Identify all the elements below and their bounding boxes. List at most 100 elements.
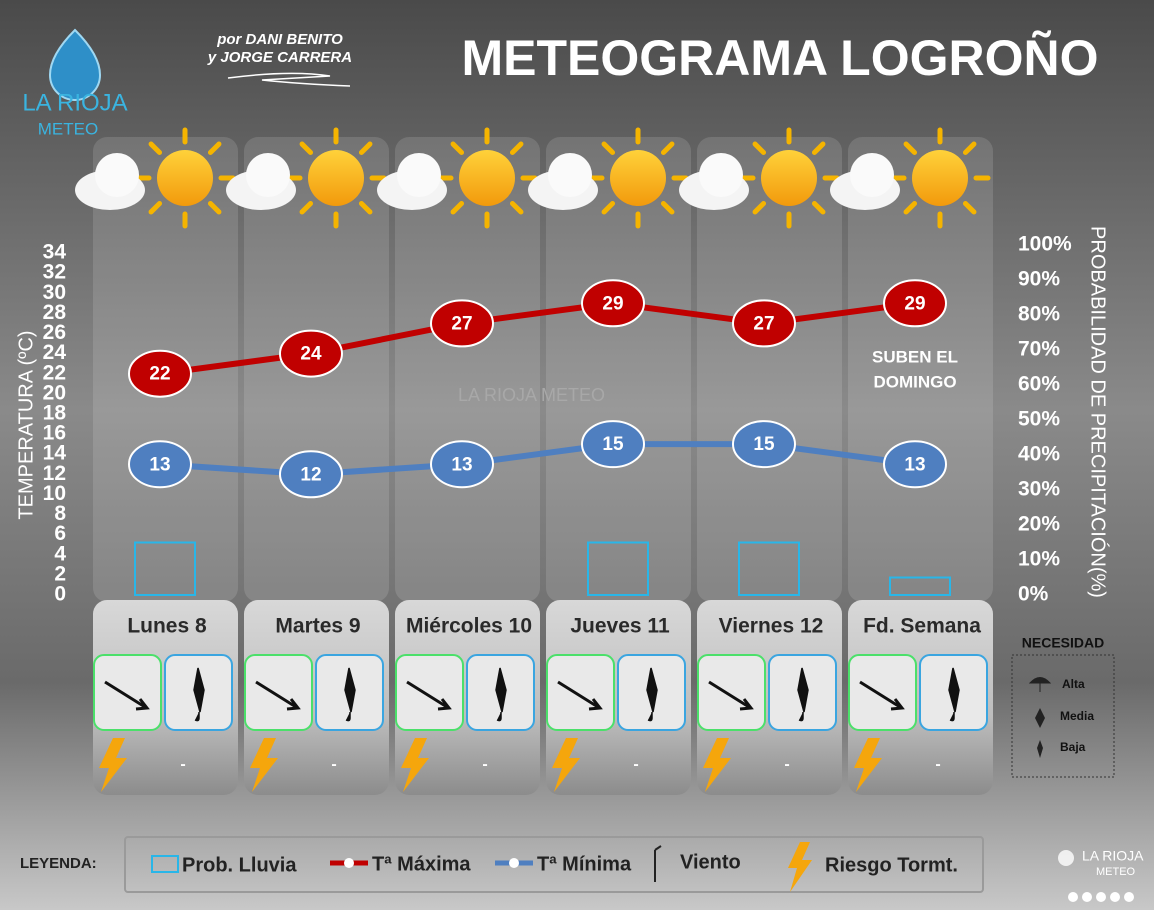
- data-label: 29: [904, 293, 925, 314]
- temp-marker: [732, 299, 796, 348]
- data-label: 15: [753, 434, 775, 455]
- footer-brand: LA RIOJA: [1082, 848, 1144, 864]
- wind-arrow: [557, 680, 603, 711]
- wind-box: [244, 654, 313, 731]
- y2-tick-label: 60%: [1018, 373, 1060, 396]
- y-tick-label: 16: [43, 422, 66, 445]
- y2-tick-label: 70%: [1018, 338, 1060, 361]
- storm-icon: [552, 738, 580, 792]
- sun: [761, 150, 817, 206]
- data-label: 13: [149, 454, 170, 475]
- y2-tick-label: 80%: [1018, 303, 1060, 326]
- legend-box: [124, 836, 984, 893]
- logo-name: LA RIOJA: [22, 89, 127, 116]
- umbrella-icon: [1037, 740, 1043, 758]
- data-label: 22: [149, 364, 170, 385]
- storm-risk: -: [784, 756, 789, 773]
- temp-marker: [732, 420, 796, 469]
- data-label: 13: [904, 454, 925, 475]
- sun-ray: [509, 200, 524, 215]
- logo-drop: [48, 28, 102, 101]
- sun: [459, 150, 515, 206]
- annotation: SUBEN EL: [872, 347, 958, 366]
- sun-ray: [601, 141, 616, 156]
- legend-wind-icon: [654, 845, 662, 882]
- y-tick-label: 34: [43, 241, 67, 264]
- y2-axis-label: PROBABILIDAD DE PRECIPITACIÓN(%): [1087, 226, 1110, 598]
- watermark: LA RIOJA METEO: [458, 385, 605, 405]
- sun-ray: [207, 141, 222, 156]
- wind-arrow: [104, 680, 150, 711]
- temp-marker: [128, 349, 192, 398]
- y-tick-label: 24: [43, 341, 67, 364]
- y-tick-label: 32: [43, 261, 66, 284]
- temp-marker: [430, 299, 494, 348]
- sun-ray: [358, 200, 373, 215]
- data-label: 27: [753, 313, 774, 334]
- temp-marker: [883, 440, 947, 489]
- wind-arrow: [406, 680, 452, 711]
- data-label: 24: [300, 344, 322, 365]
- umbrella-icon: [1028, 677, 1052, 692]
- sun-ray: [450, 200, 465, 215]
- sun-ray: [148, 200, 163, 215]
- umbrella: [193, 667, 205, 722]
- y2-tick-label: 20%: [1018, 513, 1060, 536]
- storm-risk: -: [482, 756, 487, 773]
- data-label: 13: [451, 454, 472, 475]
- day-label: Jueves 11: [570, 615, 670, 638]
- data-label: 15: [602, 434, 624, 455]
- legend-label: Tª Máxima: [372, 853, 471, 875]
- legend-swatch: [344, 858, 354, 868]
- y2-tick-label: 100%: [1018, 233, 1072, 256]
- storm-icon: [703, 738, 731, 792]
- legend-label: Tª Mínima: [537, 853, 632, 875]
- sun: [610, 150, 666, 206]
- cloud: [699, 153, 743, 197]
- y-tick-label: 12: [43, 462, 66, 485]
- y-tick-label: 6: [54, 522, 66, 545]
- y-tick-label: 30: [43, 281, 66, 304]
- umbrella: [495, 667, 507, 722]
- legend-label: Riesgo Tormt.: [825, 854, 958, 876]
- sun-ray: [903, 200, 918, 215]
- sun-ray: [903, 141, 918, 156]
- sun-ray: [962, 141, 977, 156]
- day-label: Miércoles 10: [406, 615, 532, 638]
- day-panels: Lunes 8 - Martes 9 - Miércoles 10 - Jueves 11 -…: [75, 127, 993, 795]
- sun-ray: [450, 141, 465, 156]
- cloud: [95, 153, 139, 197]
- sun-ray: [752, 200, 767, 215]
- wind-box: [93, 654, 162, 731]
- storm-risk: -: [935, 756, 940, 773]
- y-tick-label: 22: [43, 361, 66, 384]
- sun-ray: [207, 200, 222, 215]
- y-tick-label: 20: [43, 381, 66, 404]
- day-label: Viernes 12: [719, 615, 824, 638]
- legend-label: Viento: [680, 851, 741, 873]
- cloud: [246, 153, 290, 197]
- rain-bar: [134, 541, 196, 596]
- y2-tick-label: 10%: [1018, 548, 1060, 571]
- wind-arrow: [859, 680, 905, 711]
- wind-arrow: [255, 680, 301, 711]
- necesidad-title: NECESIDAD: [1022, 635, 1104, 651]
- legend-storm-icon: [788, 842, 812, 892]
- y2-tick-label: 0%: [1018, 583, 1049, 606]
- temp-marker: [279, 450, 343, 499]
- storm-risk: -: [331, 756, 336, 773]
- legend-swatch: [151, 855, 179, 873]
- data-label: 27: [451, 313, 472, 334]
- rain-bar: [587, 541, 649, 596]
- chart-title: METEOGRAMA LOGROÑO: [461, 30, 1098, 86]
- wind-box: [697, 654, 766, 731]
- necesidad-level: Alta: [1062, 677, 1085, 691]
- y-tick-label: 18: [43, 401, 67, 424]
- storm-icon: [854, 738, 882, 792]
- sun-ray: [509, 141, 524, 156]
- umbrella: [646, 667, 658, 722]
- data-label: 29: [602, 293, 623, 314]
- day-label: Martes 9: [275, 615, 360, 638]
- day-label: Fd. Semana: [863, 615, 981, 638]
